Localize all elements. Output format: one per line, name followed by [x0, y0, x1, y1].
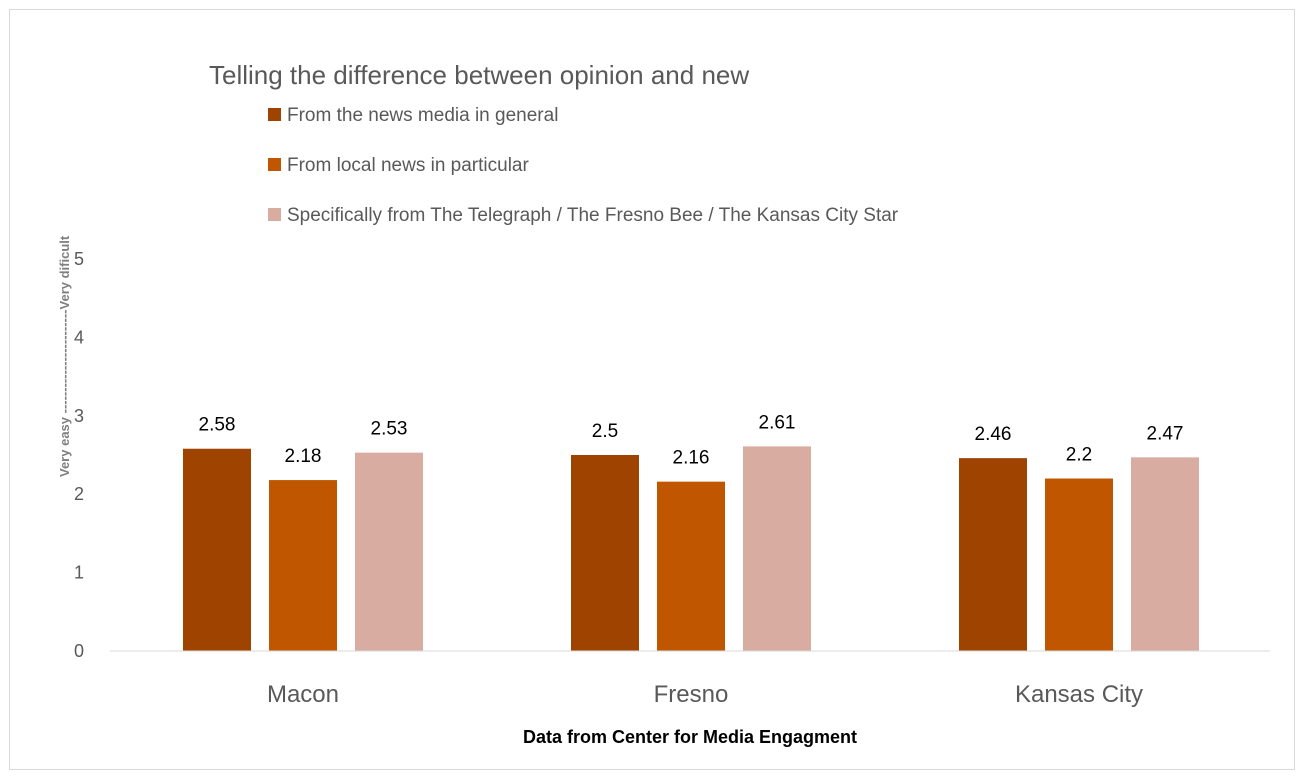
bar: [269, 480, 337, 651]
legend-label: From the news media in general: [287, 105, 558, 126]
x-tick-label: Kansas City: [1015, 681, 1143, 708]
x-tick-label: Macon: [267, 681, 339, 708]
y-tick-label: 4: [74, 327, 84, 347]
x-axis-ticks: Macon Fresno Kansas City: [267, 681, 1143, 708]
data-labels: 2.58 2.5 2.46 2.18 2.16 2.2 2.53 2.61 2.47: [199, 412, 1184, 468]
legend-entry: Specifically from The Telegraph / The Fr…: [268, 205, 899, 226]
y-tick-label: 3: [74, 406, 84, 426]
chart-frame: [9, 9, 1295, 770]
legend-entry: From local news in particular: [268, 155, 529, 176]
legend-swatch: [268, 208, 281, 221]
y-axis-label: Very easy ------------------------Very d…: [57, 235, 72, 477]
bar: [1045, 478, 1113, 651]
y-tick-label: 2: [74, 484, 84, 504]
bar: [183, 448, 251, 651]
legend: From the news media in general From loca…: [268, 105, 899, 226]
bar: [1131, 457, 1199, 651]
data-label: 2.61: [759, 412, 796, 433]
legend-label: From local news in particular: [287, 155, 529, 176]
bar: [959, 458, 1027, 651]
x-axis-label: Data from Center for Media Engagment: [523, 727, 857, 747]
data-label: 2.16: [673, 448, 710, 469]
bar: [657, 481, 725, 651]
bar: [355, 452, 423, 651]
bar: [571, 455, 639, 651]
legend-swatch: [268, 158, 281, 171]
y-tick-label: 0: [74, 641, 84, 661]
data-label: 2.5: [592, 421, 618, 442]
y-axis-ticks: 0 1 2 3 4 5: [74, 249, 84, 661]
bars: [183, 446, 1199, 651]
legend-swatch: [268, 108, 281, 121]
legend-label: Specifically from The Telegraph / The Fr…: [287, 205, 899, 226]
y-tick-label: 1: [74, 563, 84, 583]
y-tick-label: 5: [74, 249, 84, 269]
bar: [743, 446, 811, 651]
data-label: 2.2: [1066, 445, 1092, 466]
x-tick-label: Fresno: [654, 681, 729, 708]
data-label: 2.46: [975, 424, 1012, 445]
data-label: 2.58: [199, 415, 236, 436]
data-label: 2.18: [285, 446, 322, 467]
data-label: 2.47: [1147, 423, 1184, 444]
legend-entry: From the news media in general: [268, 105, 558, 126]
data-label: 2.53: [371, 419, 408, 440]
chart-title: Telling the difference between opinion a…: [209, 60, 749, 90]
